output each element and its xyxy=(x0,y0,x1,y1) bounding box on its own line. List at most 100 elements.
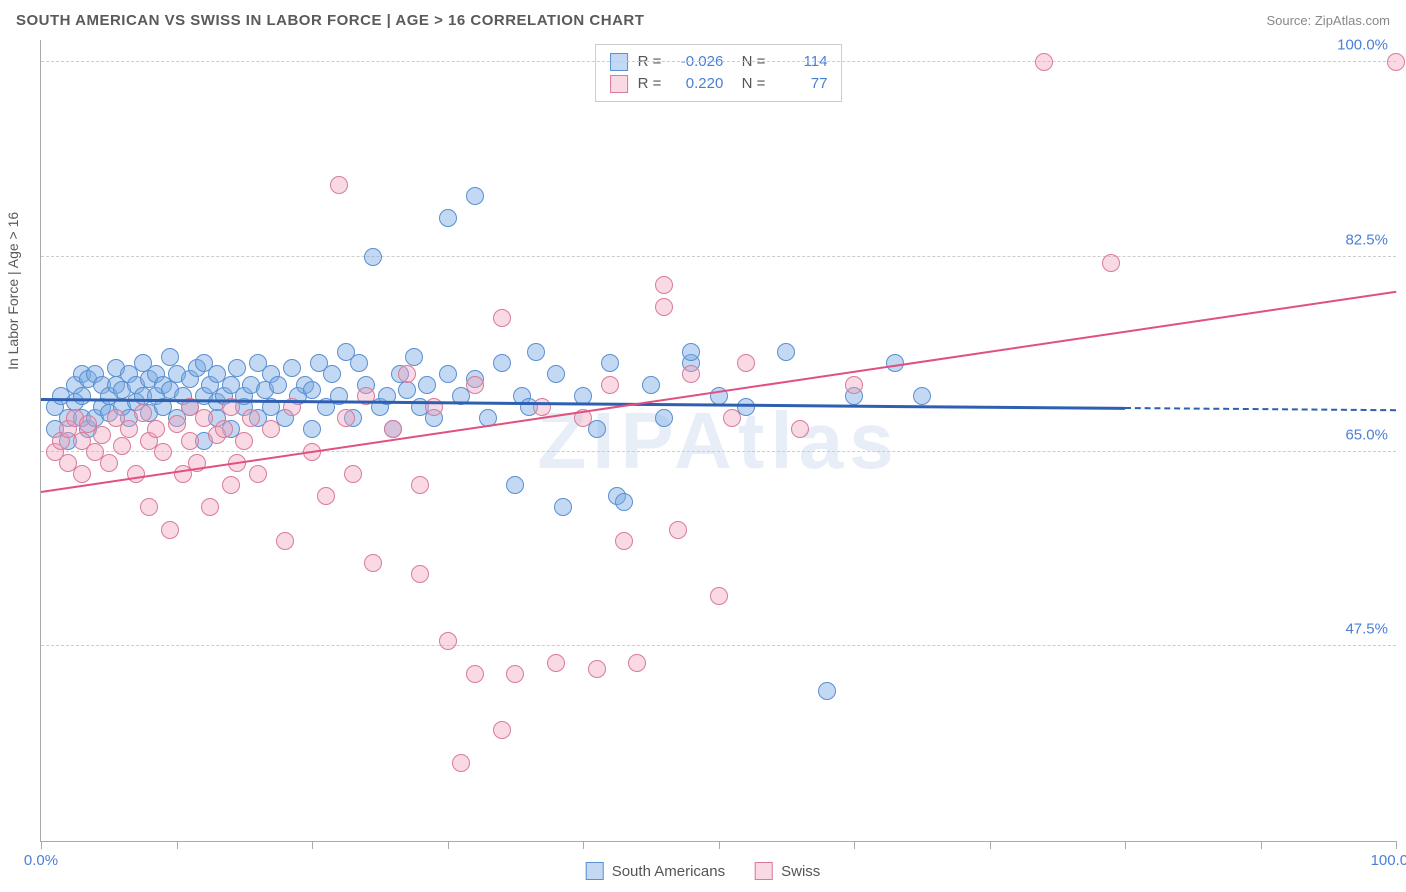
data-point xyxy=(818,682,836,700)
data-point xyxy=(398,365,416,383)
x-tick xyxy=(177,841,178,849)
data-point xyxy=(533,398,551,416)
legend-stat-row: R =0.220 N =77 xyxy=(610,73,828,95)
legend-swatch xyxy=(586,862,604,880)
data-point xyxy=(323,365,341,383)
data-point xyxy=(384,420,402,438)
x-tick xyxy=(719,841,720,849)
data-point xyxy=(411,476,429,494)
data-point xyxy=(140,498,158,516)
data-point xyxy=(249,465,267,483)
x-tick xyxy=(990,841,991,849)
scatter-chart: In Labor Force | Age > 16 ZIPAtlas R =-0… xyxy=(40,40,1396,842)
data-point xyxy=(405,348,423,366)
y-tick-label: 47.5% xyxy=(1345,621,1388,638)
data-point xyxy=(303,381,321,399)
correlation-legend: R =-0.026 N =114R =0.220 N =77 xyxy=(595,44,843,102)
data-point xyxy=(439,365,457,383)
data-point xyxy=(411,565,429,583)
legend-item: Swiss xyxy=(755,862,820,880)
x-tick xyxy=(312,841,313,849)
data-point xyxy=(127,465,145,483)
data-point xyxy=(161,348,179,366)
data-point xyxy=(554,498,572,516)
data-point xyxy=(1387,53,1405,71)
gridline xyxy=(41,256,1396,257)
data-point xyxy=(547,654,565,672)
data-point xyxy=(682,365,700,383)
data-point xyxy=(262,420,280,438)
data-point xyxy=(642,376,660,394)
x-tick xyxy=(1261,841,1262,849)
x-tick xyxy=(854,841,855,849)
data-point xyxy=(283,359,301,377)
data-point xyxy=(439,632,457,650)
data-point xyxy=(547,365,565,383)
watermark: ZIPAtlas xyxy=(537,395,899,487)
data-point xyxy=(100,454,118,472)
data-point xyxy=(493,354,511,372)
data-point xyxy=(364,248,382,266)
data-point xyxy=(466,376,484,394)
legend-item: South Americans xyxy=(586,862,725,880)
data-point xyxy=(682,343,700,361)
x-tick xyxy=(448,841,449,849)
data-point xyxy=(913,387,931,405)
data-point xyxy=(215,420,233,438)
data-point xyxy=(201,498,219,516)
x-tick-label: 100.0% xyxy=(1371,852,1406,869)
trend-line-extrapolated xyxy=(1125,407,1396,411)
legend-swatch xyxy=(610,75,628,93)
data-point xyxy=(791,420,809,438)
legend-label: South Americans xyxy=(612,863,725,880)
data-point xyxy=(269,376,287,394)
data-point xyxy=(527,343,545,361)
data-point xyxy=(886,354,904,372)
r-label: R = xyxy=(638,73,662,95)
data-point xyxy=(235,432,253,450)
gridline xyxy=(41,451,1396,452)
data-point xyxy=(228,359,246,377)
x-tick xyxy=(1396,841,1397,849)
data-point xyxy=(418,376,436,394)
data-point xyxy=(466,665,484,683)
data-point xyxy=(364,554,382,572)
y-axis-label: In Labor Force | Age > 16 xyxy=(5,211,21,369)
data-point xyxy=(1102,254,1120,272)
series-legend: South Americans Swiss xyxy=(586,862,821,880)
chart-header: SOUTH AMERICAN VS SWISS IN LABOR FORCE |… xyxy=(0,0,1406,40)
y-tick-label: 65.0% xyxy=(1345,426,1388,443)
gridline xyxy=(41,645,1396,646)
legend-swatch xyxy=(755,862,773,880)
data-point xyxy=(506,476,524,494)
data-point xyxy=(303,420,321,438)
data-point xyxy=(601,376,619,394)
data-point xyxy=(615,532,633,550)
data-point xyxy=(73,465,91,483)
data-point xyxy=(588,660,606,678)
data-point xyxy=(655,409,673,427)
data-point xyxy=(723,409,741,427)
data-point xyxy=(845,376,863,394)
data-point xyxy=(466,187,484,205)
n-value: 77 xyxy=(775,73,827,95)
y-tick-label: 100.0% xyxy=(1337,37,1388,54)
x-tick xyxy=(41,841,42,849)
data-point xyxy=(93,426,111,444)
data-point xyxy=(113,437,131,455)
data-point xyxy=(330,176,348,194)
data-point xyxy=(154,443,172,461)
data-point xyxy=(317,487,335,505)
data-point xyxy=(493,309,511,327)
data-point xyxy=(398,381,416,399)
data-point xyxy=(601,354,619,372)
data-point xyxy=(120,420,138,438)
data-point xyxy=(350,354,368,372)
data-point xyxy=(628,654,646,672)
data-point xyxy=(1035,53,1053,71)
chart-source: Source: ZipAtlas.com xyxy=(1266,13,1390,28)
data-point xyxy=(669,521,687,539)
x-tick-label: 0.0% xyxy=(24,852,58,869)
data-point xyxy=(452,754,470,772)
x-tick xyxy=(1125,841,1126,849)
